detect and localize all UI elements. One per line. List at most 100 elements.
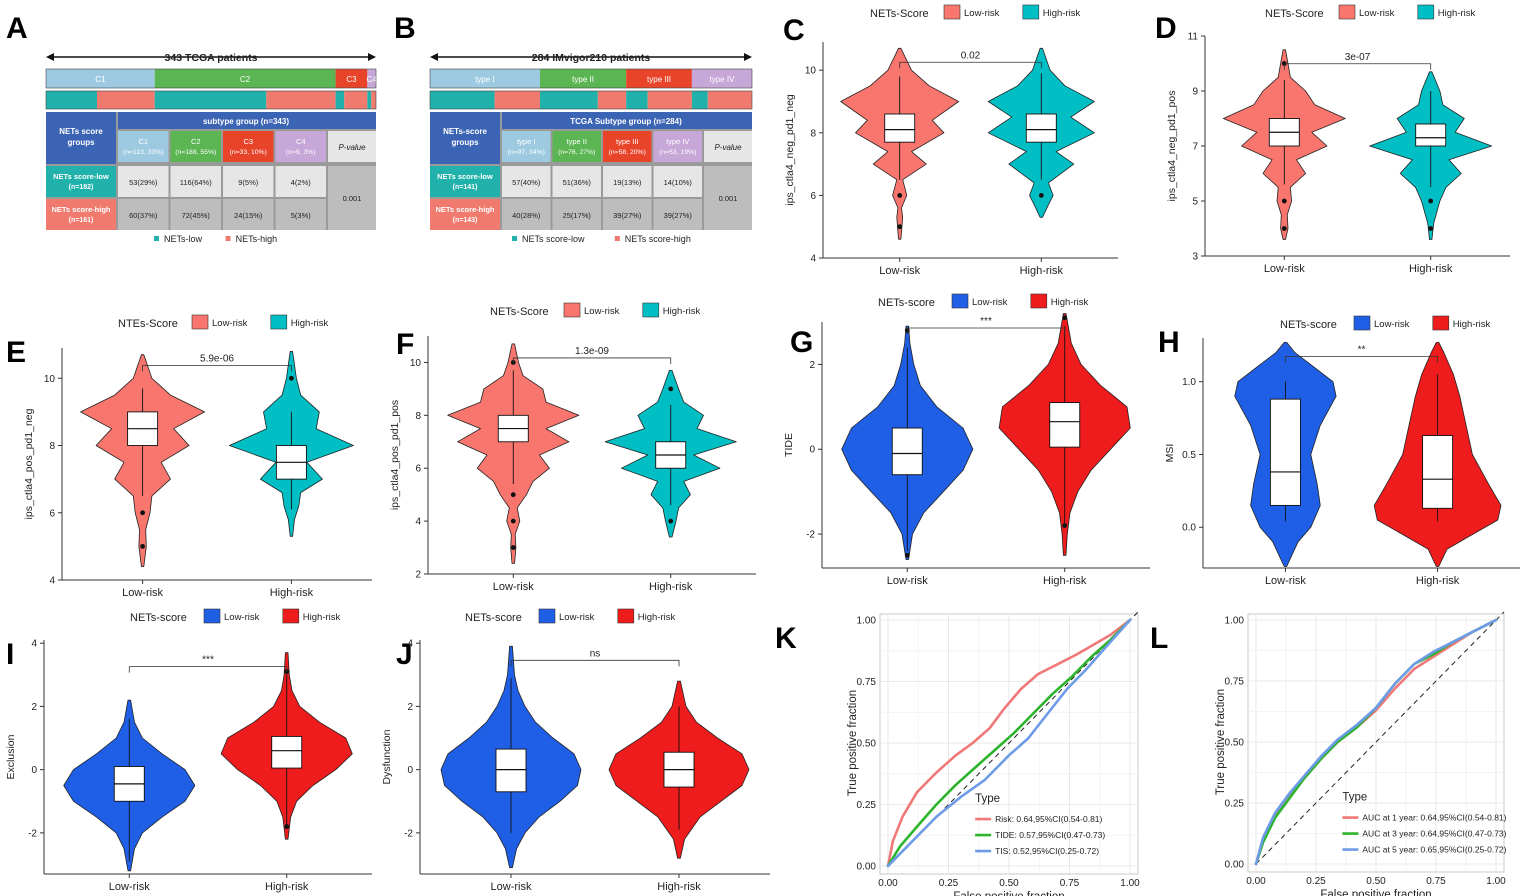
row-header: NETs score-low xyxy=(437,172,493,181)
arrow-head-left xyxy=(46,53,54,61)
panel-title: 284 IMvigor210 patients xyxy=(532,52,651,64)
y-tick-label: 8 xyxy=(810,128,816,139)
panel-label: F xyxy=(396,328,414,361)
group-strip-border xyxy=(45,90,377,110)
x-tick-label: 0.00 xyxy=(878,878,898,889)
y-tick-label: 7 xyxy=(1192,142,1198,153)
pvalue-header: P-value xyxy=(714,143,742,152)
legend-key-1 xyxy=(270,314,288,330)
column-header-cell xyxy=(275,131,326,162)
data-cell-value: 116(64%) xyxy=(180,178,212,187)
y-tick-label: 2 xyxy=(809,360,815,371)
data-cell xyxy=(275,166,326,197)
group-strip-segment xyxy=(494,91,540,109)
subtype-segment xyxy=(691,69,752,88)
data-cell-value: 9(5%) xyxy=(238,178,259,187)
column-header: type II xyxy=(567,137,587,146)
legend-label-1: NETs-high xyxy=(236,234,278,244)
data-cell xyxy=(118,199,169,230)
group-strip-segment xyxy=(46,91,97,109)
data-cell-value: 25(17%) xyxy=(563,211,592,220)
column-header-sub: (n=113, 33%) xyxy=(123,149,164,156)
subtype-segment xyxy=(539,69,627,88)
y-tick-label: -2 xyxy=(28,828,37,839)
data-cell xyxy=(603,166,652,197)
legend-title: Type xyxy=(975,793,1000,805)
data-cell-value: 39(27%) xyxy=(613,211,642,220)
panel-G: G NETs-score Low-risk High-risk -2 0 2 TIDE Low-… xyxy=(783,293,1150,587)
legend-label-1: TIDE: 0.57,95%CI(0.47-0.73) xyxy=(995,830,1105,840)
roc-curve-2 xyxy=(1254,618,1498,866)
legend-label-1: High-risk xyxy=(1438,8,1476,19)
data-cell-value: 72(45%) xyxy=(182,211,211,220)
row-header-cell xyxy=(430,166,500,197)
legend-key-1 xyxy=(642,302,660,318)
legend-label-2: AUC at 5 year: 0.65,95%CI(0.25-0.72) xyxy=(1362,845,1506,855)
data-cell xyxy=(223,199,274,230)
legend-title: NETs-score xyxy=(130,612,187,624)
legend-title: NETs-score xyxy=(878,297,935,309)
legend-title: NETs-Score xyxy=(1265,8,1324,20)
p-value-label: *** xyxy=(202,655,214,666)
legend-title: NETs-score xyxy=(465,612,522,624)
pvalue-header-cell xyxy=(328,131,376,162)
arrow-head-right xyxy=(368,53,376,61)
y-tick-label: 4 xyxy=(49,576,55,587)
y-tick-label: 6 xyxy=(810,191,816,202)
legend-key-0 xyxy=(191,314,209,330)
column-header-cell xyxy=(118,131,169,162)
legend-label-0: AUC at 1 year: 0.64,95%CI(0.54-0.81) xyxy=(1362,813,1506,823)
group-strip-segment xyxy=(367,91,372,109)
y-axis-label: ips_ctla4_neg_pd1_neg xyxy=(784,94,796,206)
panel-H: H NETs-score Low-risk High-risk 0.0 0.5 1.0 MSI… xyxy=(1158,315,1520,587)
subtype-segment xyxy=(626,69,692,88)
panel-F: F NETs-Score Low-risk High-risk 2 4 6 8 10 ips_ct… xyxy=(389,302,756,593)
box xyxy=(1025,113,1057,143)
pvalue-header-cell xyxy=(704,131,752,162)
data-cell xyxy=(603,199,652,230)
legend-key-0 xyxy=(1353,315,1371,331)
group-strip-segment xyxy=(430,91,495,109)
panel-label: I xyxy=(6,638,14,671)
subtype-label: C1 xyxy=(95,75,106,84)
significance-bracket xyxy=(128,666,288,673)
corner-text: NETs-score xyxy=(443,127,487,136)
y-tick-label: 9 xyxy=(1192,87,1198,98)
column-header-cell xyxy=(223,131,274,162)
y-tick-label: 0.5 xyxy=(1182,450,1196,461)
panel-label: A xyxy=(6,12,28,45)
significance-bracket xyxy=(1285,355,1438,363)
legend-label-0: Low-risk xyxy=(1374,319,1410,330)
data-cell-value: 57(40%) xyxy=(512,178,541,187)
legend-key-1 xyxy=(1022,4,1040,20)
x-tick-label: Low-risk xyxy=(491,881,532,893)
y-tick-label: 2 xyxy=(415,570,421,581)
data-cell-value: 4(2%) xyxy=(291,178,312,187)
significance-bracket xyxy=(142,364,292,372)
y-tick-label: 0.25 xyxy=(1225,799,1245,810)
subtype-segment xyxy=(430,69,540,88)
group-strip-segment xyxy=(371,91,376,109)
legend-label-0: Low-risk xyxy=(584,306,620,317)
data-cell xyxy=(170,199,221,230)
legend-label-1: High-risk xyxy=(291,318,329,329)
column-header-sub: (n=58, 20%) xyxy=(609,149,646,156)
panel-label: H xyxy=(1158,326,1180,359)
legend-label-1: AUC at 3 year: 0.64,95%CI(0.47-0.73) xyxy=(1362,829,1506,839)
legend-title: NTEs-Score xyxy=(118,318,178,330)
y-tick-label: 4 xyxy=(407,639,413,650)
data-cell xyxy=(170,166,221,197)
column-header-sub: (n=53, 19%) xyxy=(659,149,696,156)
legend: NETs-Score Low-risk High-risk xyxy=(870,4,1081,20)
table-corner xyxy=(46,112,116,164)
x-tick-label: Low-risk xyxy=(109,881,150,893)
y-tick-label: 0 xyxy=(407,765,413,776)
box xyxy=(1415,123,1447,147)
column-header-sub: (n=9, 3%) xyxy=(286,149,316,156)
pvalue-value: 0.001 xyxy=(719,194,738,203)
legend-label-1: High-risk xyxy=(663,306,701,317)
subtype-segment xyxy=(335,69,368,88)
legend: NTEs-Score Low-risk High-risk xyxy=(118,314,329,330)
x-tick-label: High-risk xyxy=(1020,265,1064,277)
